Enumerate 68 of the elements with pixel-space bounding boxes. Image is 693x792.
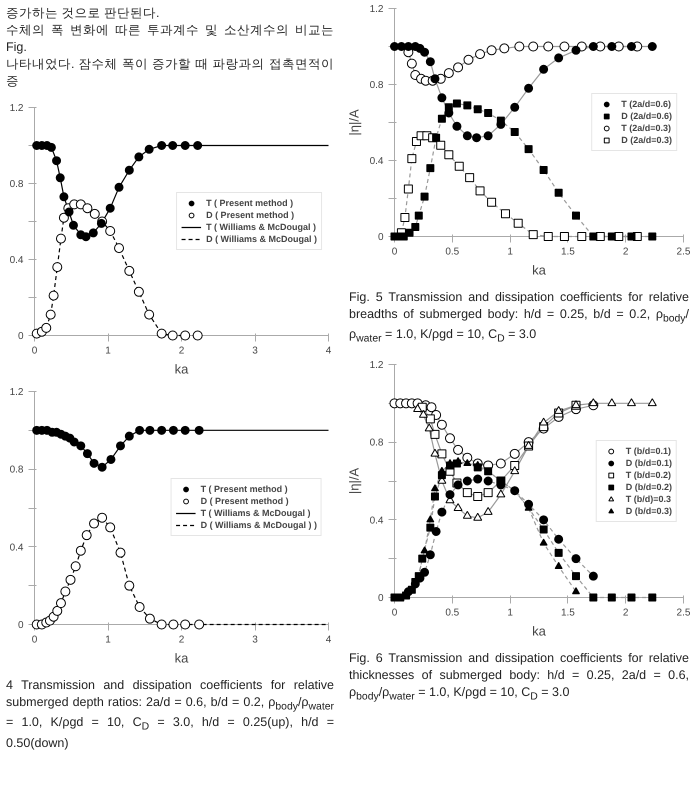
text: 나타내었다. 잠수체 폭이 증가할 때 파랑과의 접촉면적이 증 (6, 56, 334, 90)
legend-label: D ( Williams & McDougal ) ) (200, 519, 317, 532)
text: 4 Transmission and dissipation coefficients for relative submerged depth ratios: 2a/d = 0.6, b/d = 0.2, ρ$_{body}$/ρ$_{water}$ = 1.0, K/ρgd = 10, C$_{D}$ = 3.0, h/d = 0.25(up), h/d = 0.50(down) (6, 678, 334, 750)
x-tick-label: 0.5 (445, 246, 460, 258)
legend-label: D (b/d=0.1) (626, 456, 672, 468)
legend-label: D (2a/d=0.6) (621, 110, 672, 122)
legend-label: T ( Present method ) (200, 483, 288, 496)
y-tick-label: 0 (378, 232, 384, 243)
text: Fig. 5 Transmission and dissipation coefficients for relative breadths of submerged body: h/d = 0.25, b/d = 0.2, ρ$_{body}$/ρ$_{water}$ = 1.0, K/ρgd = 10, C$_{D}$ = 3.0 (349, 290, 689, 345)
y-tick-label: 1.2 (10, 386, 24, 398)
x-tick-label: 2 (178, 345, 185, 356)
legend-label: T ( Present method ) (206, 196, 294, 209)
legend-label: T (b/d=0.2) (626, 468, 671, 480)
legend-label: D (b/d=0.3) (626, 504, 672, 516)
x-tick-label: 2 (622, 246, 629, 258)
legend-label: D ( Williams & McDougal ) (206, 232, 317, 245)
x-tick-label: 3 (252, 634, 258, 646)
y-tick-label: 1.2 (370, 360, 384, 371)
y-tick-label: 1.2 (10, 102, 24, 114)
x-axis-title: ka (174, 650, 190, 666)
x-tick-label: 4 (326, 634, 332, 646)
x-tick-label: 1 (105, 634, 112, 646)
x-tick-label: 0 (32, 634, 38, 646)
legend-label: T ( Williams & McDougal ) (206, 220, 316, 233)
x-tick-label: 2.5 (676, 608, 691, 618)
text: 수체의 폭 변화에 따른 투과계수 및 소산계수의 비교는 Fig. (6, 22, 334, 56)
legend-label: T ( Williams & McDougal ) (200, 507, 310, 520)
x-axis-title: ka (174, 361, 190, 376)
text: 증가하는 것으로 판단된다. (6, 5, 160, 22)
y-tick-label: 0.8 (10, 178, 24, 190)
y-tick-label: 0 (378, 593, 384, 604)
x-tick-label: 1.5 (560, 246, 576, 258)
x-tick-label: 2 (178, 634, 185, 646)
y-tick-label: 0.4 (370, 515, 384, 526)
x-tick-label: 0 (392, 608, 398, 618)
y-tick-label: 0.8 (10, 464, 24, 476)
legend-label: T (b/d=0.1) (626, 444, 671, 456)
y-tick-label: 0.4 (10, 254, 24, 266)
y-tick-label: 0 (18, 620, 24, 631)
y-axis-title: |η|/A (346, 468, 362, 494)
x-tick-label: 3 (252, 345, 258, 356)
x-tick-label: 1 (105, 345, 112, 356)
x-tick-label: 0 (32, 345, 38, 356)
x-tick-label: 2 (622, 608, 629, 618)
y-axis-title: |η|/A (346, 109, 362, 136)
x-tick-label: 4 (326, 345, 332, 356)
x-tick-label: 1 (507, 608, 514, 618)
legend-label: T (b/d)=0.3 (626, 492, 671, 504)
x-axis-title: ka (532, 624, 547, 638)
y-tick-label: 0.4 (370, 156, 384, 167)
x-tick-label: 1.5 (560, 608, 576, 618)
legend-label: D (2a/d=0.3) (621, 134, 672, 146)
legend-label: T (2a/d=0.3) (621, 122, 671, 134)
legend-label: T (2a/d=0.6) (621, 98, 671, 110)
x-tick-label: 0 (392, 246, 398, 258)
x-axis-title: ka (532, 262, 547, 278)
y-tick-label: 0.8 (370, 438, 384, 449)
y-tick-label: 0.8 (370, 80, 384, 91)
text: Fig. 6 Transmission and dissipation coefficients for relative thicknesses of submerged body: h/d = 0.25, 2a/d = 0.6, ρ$_{body}$/ρ$_{water}$ = 1.0, K/ρgd = 10, C$_{D}$ = 3.0 (349, 651, 689, 702)
y-tick-label: 1.2 (370, 4, 384, 15)
x-tick-label: 2.5 (676, 246, 691, 258)
x-tick-label: 0.5 (445, 608, 460, 618)
y-tick-label: 0 (18, 330, 24, 342)
x-tick-label: 1 (507, 246, 514, 258)
legend-label: D ( Present method ) (206, 208, 294, 221)
legend-label: D ( Present method ) (200, 495, 289, 508)
y-tick-label: 0.4 (10, 542, 24, 553)
legend-label: D (b/d=0.2) (626, 480, 672, 492)
